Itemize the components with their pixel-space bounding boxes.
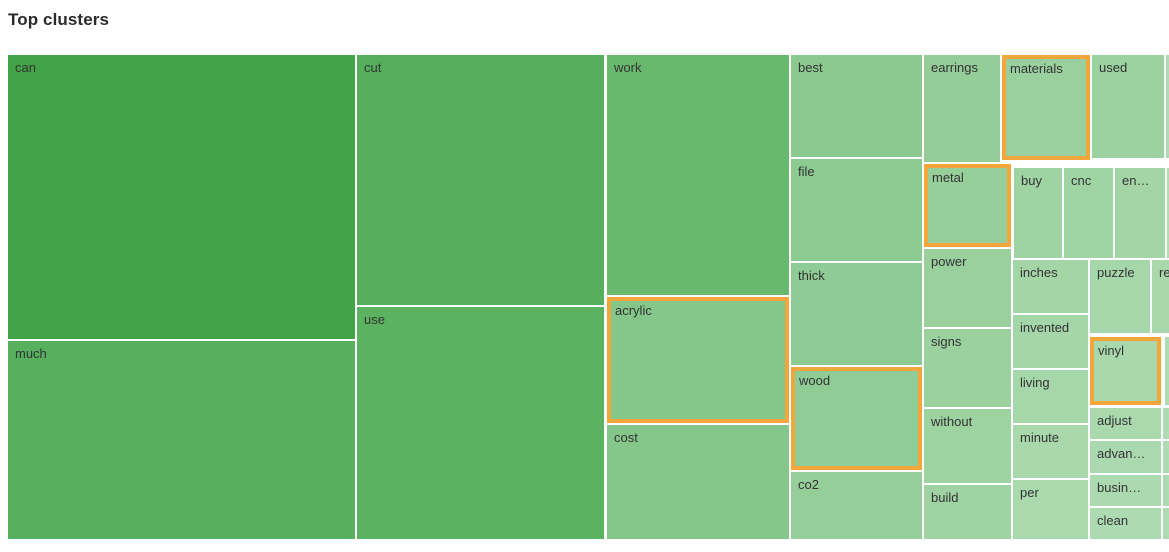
- treemap-cell-label: wood: [799, 373, 831, 388]
- treemap-cell-label: puzzle: [1097, 265, 1135, 280]
- treemap-cell-vinyl[interactable]: vinyl: [1090, 337, 1161, 405]
- treemap-cell-label: co2: [798, 477, 819, 492]
- treemap-cell-used[interactable]: used: [1092, 55, 1164, 158]
- treemap-cell-acrylic[interactable]: acrylic: [607, 297, 789, 423]
- treemap-cell-label: cnc: [1071, 173, 1092, 188]
- treemap-cell-adjust[interactable]: adjust: [1090, 408, 1161, 439]
- treemap-cell-minute[interactable]: minute: [1013, 425, 1088, 478]
- treemap-cell-label: acrylic: [615, 303, 652, 318]
- treemap-cell-label: best: [798, 60, 823, 75]
- treemap-cell-label: living: [1020, 375, 1050, 390]
- treemap-cell-label: file: [798, 164, 815, 179]
- treemap-cell-label: minute: [1020, 430, 1060, 445]
- treemap-cell-living[interactable]: living: [1013, 370, 1088, 423]
- treemap-cell-label: signs: [931, 334, 962, 349]
- treemap-cell-sliver[interactable]: [1163, 508, 1169, 539]
- treemap-cell-co2[interactable]: co2: [791, 472, 922, 539]
- treemap-cell-label: advan…: [1097, 446, 1146, 461]
- treemap-cell-metal[interactable]: metal: [924, 164, 1011, 247]
- treemap-cell-label: use: [364, 312, 385, 327]
- treemap-cell-per[interactable]: per: [1013, 480, 1088, 539]
- treemap-cell-inches[interactable]: inches: [1013, 260, 1088, 313]
- treemap-cell-sliver[interactable]: [1165, 337, 1169, 405]
- treemap-cell-label: vinyl: [1098, 343, 1125, 358]
- treemap-cell-label: work: [614, 60, 642, 75]
- treemap-cell-earrings[interactable]: earrings: [924, 55, 1000, 162]
- treemap-cell-sliver[interactable]: [1163, 441, 1169, 473]
- treemap-cell-label: invented: [1020, 320, 1070, 335]
- treemap-cell-label: re: [1159, 265, 1169, 280]
- treemap-cell-label: adjust: [1097, 413, 1132, 428]
- treemap-cell-work[interactable]: work: [607, 55, 789, 295]
- treemap-cell-buy[interactable]: buy: [1014, 168, 1062, 258]
- treemap-cell-label: busin…: [1097, 480, 1142, 495]
- treemap-cell-label: used: [1099, 60, 1128, 75]
- chart-title: Top clusters: [8, 10, 110, 29]
- treemap-cell-puzzle[interactable]: puzzle: [1090, 260, 1150, 333]
- treemap-cell-cut[interactable]: cut: [357, 55, 604, 305]
- treemap-cell-label: clean: [1097, 513, 1129, 528]
- treemap-cell-sliver[interactable]: [1167, 168, 1169, 258]
- treemap-cell-label: thick: [798, 268, 825, 283]
- treemap-cell-label: much: [15, 346, 47, 361]
- treemap-cell-cnc[interactable]: cnc: [1064, 168, 1113, 258]
- treemap-cell-label: metal: [932, 170, 964, 185]
- treemap-cell-thick[interactable]: thick: [791, 263, 922, 365]
- treemap-cell-sliver[interactable]: [1163, 475, 1169, 506]
- treemap-cell-label: buy: [1021, 173, 1042, 188]
- treemap-cell-label: inches: [1020, 265, 1058, 280]
- treemap-cell-label: without: [931, 414, 973, 429]
- treemap-cell-cost[interactable]: cost: [607, 425, 789, 539]
- treemap-cell-can[interactable]: can: [8, 55, 355, 339]
- treemap-cell-invented[interactable]: invented: [1013, 315, 1088, 368]
- treemap-cell-sliver[interactable]: [1163, 408, 1169, 439]
- treemap-cell-label: build: [931, 490, 959, 505]
- treemap-cell-wood[interactable]: wood: [791, 367, 922, 470]
- treemap-cell-without[interactable]: without: [924, 409, 1011, 483]
- treemap-cell-label: earrings: [931, 60, 978, 75]
- treemap-cell-label: power: [931, 254, 967, 269]
- treemap-cell-en[interactable]: en…: [1115, 168, 1165, 258]
- treemap-cell-label: can: [15, 60, 36, 75]
- treemap-cell-much[interactable]: much: [8, 341, 355, 539]
- treemap-cell-build[interactable]: build: [924, 485, 1011, 539]
- treemap-cell-materials[interactable]: materials: [1002, 55, 1090, 160]
- treemap-cell-signs[interactable]: signs: [924, 329, 1011, 407]
- treemap-cell-label: en…: [1122, 173, 1150, 188]
- treemap-cell-clean[interactable]: clean: [1090, 508, 1161, 539]
- treemap-cell-advan[interactable]: advan…: [1090, 441, 1161, 473]
- treemap-cell-label: cost: [614, 430, 638, 445]
- treemap-cell-file[interactable]: file: [791, 159, 922, 261]
- treemap-cell-best[interactable]: best: [791, 55, 922, 157]
- treemap-cell-busin[interactable]: busin…: [1090, 475, 1161, 506]
- treemap-cell-label: materials: [1010, 61, 1063, 76]
- treemap-cell-use[interactable]: use: [357, 307, 604, 539]
- treemap-cell-re[interactable]: re: [1152, 260, 1169, 333]
- treemap-cell-label: per: [1020, 485, 1039, 500]
- treemap-cell-sliver[interactable]: [1166, 55, 1169, 158]
- treemap-cell-label: cut: [364, 60, 382, 75]
- treemap-cell-power[interactable]: power: [924, 249, 1011, 327]
